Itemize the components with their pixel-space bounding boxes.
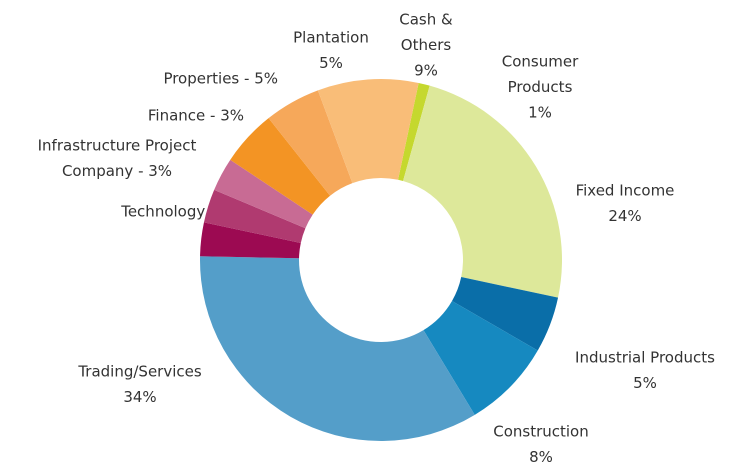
donut-slice bbox=[423, 301, 538, 415]
slice-label: 5% bbox=[633, 374, 657, 392]
donut-slice bbox=[452, 277, 559, 351]
slice-label: Products bbox=[508, 78, 573, 96]
slice-label: 9% bbox=[414, 62, 438, 80]
donut-slice bbox=[214, 159, 313, 229]
slice-label: Industrial Products bbox=[575, 349, 715, 367]
donut-slice bbox=[268, 90, 353, 196]
slice-label: 24% bbox=[608, 207, 641, 225]
slice-label: Cash & bbox=[399, 11, 453, 29]
slice-label: Company - 3% bbox=[62, 162, 172, 180]
donut-slice bbox=[203, 189, 306, 243]
slice-label: Fixed Income bbox=[576, 182, 675, 200]
slice-label: Trading/Services bbox=[77, 363, 202, 381]
donut-slice bbox=[398, 82, 430, 182]
slice-label: Plantation bbox=[293, 29, 369, 47]
slice-label: 34% bbox=[123, 388, 156, 406]
donut-slice bbox=[317, 79, 419, 184]
donut-slice bbox=[200, 256, 475, 441]
slice-label: Consumer bbox=[502, 53, 579, 71]
slice-label: 5% bbox=[319, 54, 343, 72]
slice-label: Infrastructure Project bbox=[38, 137, 197, 155]
donut-slice bbox=[230, 118, 331, 215]
slice-label: 1% bbox=[528, 104, 552, 122]
donut-slice bbox=[200, 222, 301, 259]
slice-label: Finance - 3% bbox=[148, 107, 244, 125]
slice-label: Construction bbox=[493, 423, 589, 441]
slice-label: Properties - 5% bbox=[163, 70, 278, 88]
slice-label: Others bbox=[401, 36, 452, 54]
donut-slice bbox=[403, 85, 563, 298]
slice-label: 8% bbox=[529, 448, 553, 465]
